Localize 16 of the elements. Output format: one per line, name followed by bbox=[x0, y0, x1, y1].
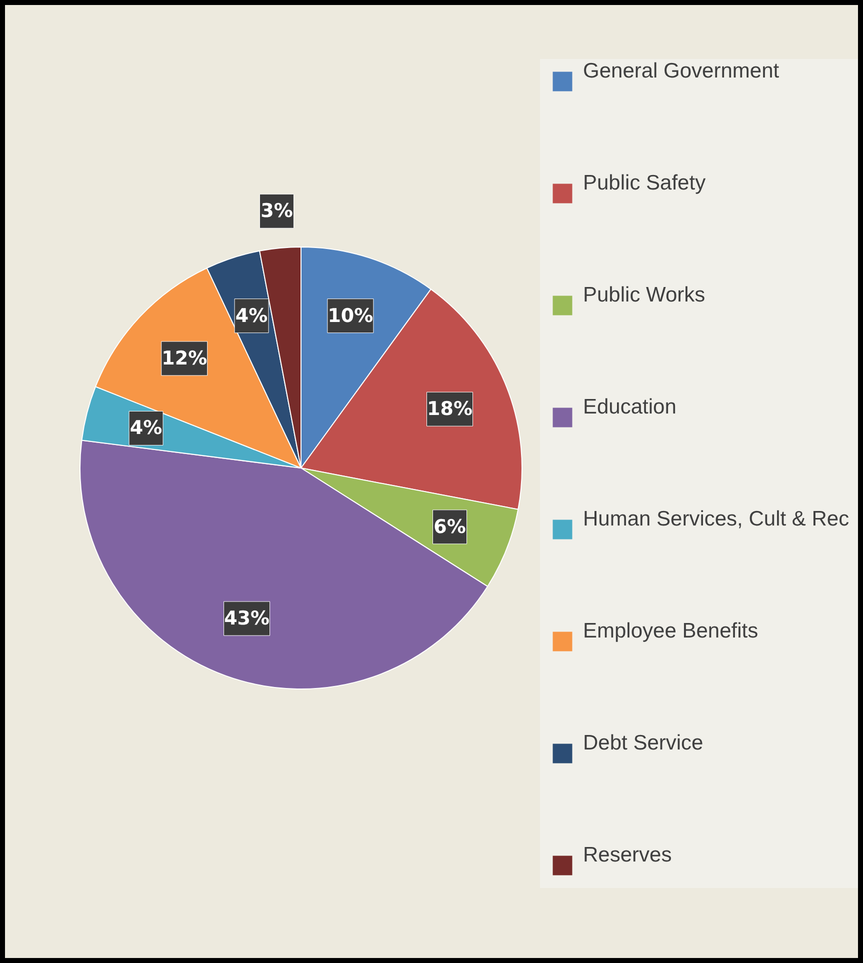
legend-label: Education bbox=[583, 396, 676, 418]
data-label: 43% bbox=[224, 608, 270, 630]
legend-label: General Government bbox=[583, 60, 780, 82]
legend-label: Human Services, Cult & Rec bbox=[583, 508, 850, 530]
legend-label: Debt Service bbox=[583, 732, 704, 754]
data-label: 4% bbox=[235, 304, 268, 327]
data-label: 18% bbox=[427, 398, 473, 420]
data-label: 10% bbox=[328, 304, 374, 327]
data-label: 4% bbox=[130, 417, 162, 440]
legend-label: Reserves bbox=[583, 844, 672, 866]
legend-label: Public Safety bbox=[583, 172, 706, 194]
legend-label: Employee Benefits bbox=[583, 620, 758, 642]
legend-label: Public Works bbox=[583, 284, 706, 306]
data-label: 6% bbox=[434, 516, 466, 538]
data-label: 3% bbox=[260, 200, 293, 222]
data-label: 12% bbox=[162, 347, 208, 370]
